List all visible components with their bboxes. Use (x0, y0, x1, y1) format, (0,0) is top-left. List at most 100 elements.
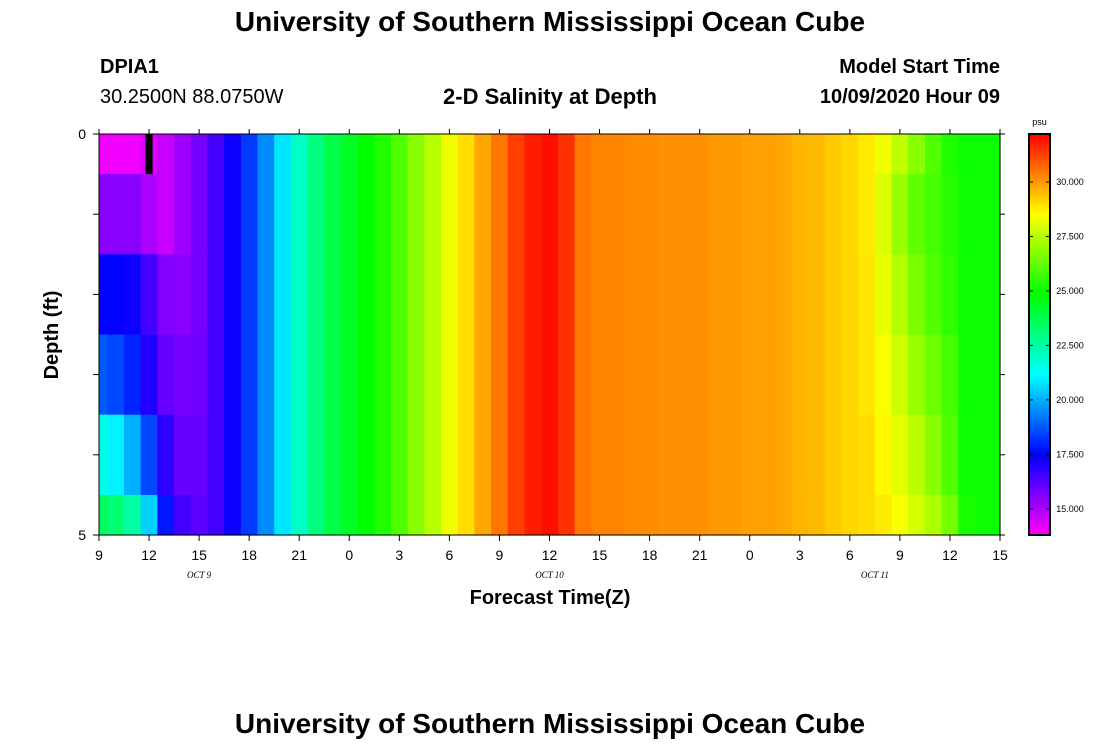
colorbar-segment (1029, 518, 1050, 523)
heatmap-cell (891, 414, 909, 496)
heatmap-cell (974, 334, 993, 416)
colorbar-segment (1029, 347, 1050, 352)
heatmap-cell (724, 334, 742, 416)
heatmap-cell (107, 254, 125, 336)
heatmap-cell (524, 414, 542, 496)
heatmap-cell (591, 134, 609, 175)
colorbar-segment (1029, 421, 1050, 426)
heatmap-cell (758, 174, 776, 255)
colorbar-segment (1029, 461, 1050, 466)
colorbar-segment (1029, 488, 1050, 493)
heatmap-cell (891, 334, 909, 416)
heatmap-cell (107, 334, 125, 416)
colorbar-tick-label: 30.000 (1056, 177, 1084, 187)
heatmap-cell (808, 494, 826, 536)
heatmap-cell (791, 494, 809, 536)
colorbar-segment (1029, 234, 1050, 239)
heatmap-cell (290, 334, 309, 416)
heatmap-cell (607, 334, 626, 416)
model-start-value: 10/09/2020 Hour 09 (819, 86, 1000, 108)
colorbar-segment (1029, 170, 1050, 175)
heatmap-cell (591, 414, 609, 496)
heatmap-cell (307, 174, 325, 255)
heatmap-cell (340, 174, 359, 255)
heatmap-cell (958, 254, 976, 336)
x-tick-label: 18 (642, 547, 658, 563)
colorbar-segment (1029, 250, 1050, 255)
heatmap-cell (124, 494, 142, 536)
heatmap-cell (607, 134, 626, 175)
heatmap-cell (424, 494, 442, 536)
heatmap-cell (207, 254, 225, 336)
heatmap-cell (491, 414, 509, 496)
station-id: DPIA1 (100, 56, 159, 78)
heatmap-cell (190, 134, 209, 175)
heatmap-cell (140, 254, 158, 336)
heatmap-cell (974, 494, 993, 536)
y-axis-title: Depth (ft) (41, 291, 63, 380)
heatmap-cell (591, 174, 609, 255)
heatmap-cell (874, 174, 893, 255)
heatmap-cell (274, 414, 292, 496)
heatmap-cell (724, 254, 742, 336)
x-tick-label: 9 (896, 547, 904, 563)
heatmap-cell (190, 174, 209, 255)
colorbar-segment (1029, 448, 1050, 453)
colorbar-segment (1029, 210, 1050, 215)
heatmap-cell (607, 414, 626, 496)
heatmap-cell (274, 494, 292, 536)
heatmap-cell (657, 334, 676, 416)
colorbar-segment (1029, 381, 1050, 386)
heatmap-cell (607, 494, 626, 536)
heatmap-cell (290, 254, 309, 336)
heatmap-cell (924, 254, 943, 336)
heatmap-cell (140, 494, 158, 536)
heatmap-cell (474, 174, 492, 255)
heatmap-cell (357, 414, 375, 496)
colorbar-segment (1029, 140, 1050, 145)
colorbar-segment (1029, 451, 1050, 456)
heatmap-cell (624, 334, 642, 416)
heatmap-cell (107, 414, 125, 496)
colorbar-segment (1029, 458, 1050, 463)
heatmap-cell (340, 334, 359, 416)
heatmap-cell (357, 254, 375, 336)
colorbar-segment (1029, 431, 1050, 436)
heatmap-cell (124, 134, 142, 175)
heatmap-cell (724, 174, 742, 255)
heatmap-cell (841, 254, 859, 336)
heatmap-cell (257, 414, 275, 496)
heatmap-cell (357, 174, 375, 255)
heatmap-cell (724, 494, 742, 536)
heatmap-cell (574, 254, 592, 336)
heatmap-cell (224, 414, 242, 496)
colorbar-segment (1029, 281, 1050, 285)
heatmap-cell (324, 494, 342, 536)
colorbar-segment (1029, 411, 1050, 416)
x-tick-label: 6 (445, 547, 453, 563)
heatmap-cell (891, 254, 909, 336)
heatmap-cell (407, 334, 425, 416)
heatmap-cell (708, 414, 726, 496)
heatmap-cell (240, 174, 259, 255)
heatmap-cell (657, 414, 676, 496)
colorbar-segment (1029, 371, 1050, 376)
heatmap-cell (774, 134, 793, 175)
heatmap-cell (407, 134, 425, 175)
heatmap-cell (190, 414, 209, 496)
heatmap-cell (274, 334, 292, 416)
heatmap-cell (541, 334, 559, 416)
heatmap-cell (991, 494, 1001, 536)
colorbar-segment (1029, 214, 1050, 219)
heatmap-cell (758, 134, 776, 175)
colorbar-segment (1029, 194, 1050, 199)
colorbar-segment (1029, 164, 1050, 169)
heatmap-cell (190, 254, 209, 336)
heatmap-cell (99, 134, 108, 175)
heatmap-cell (424, 254, 442, 336)
heatmap-cell (858, 254, 876, 336)
heatmap-cell (708, 334, 726, 416)
heatmap-cell (324, 134, 342, 175)
heatmap-cell (557, 494, 576, 536)
heatmap-cell (941, 174, 959, 255)
